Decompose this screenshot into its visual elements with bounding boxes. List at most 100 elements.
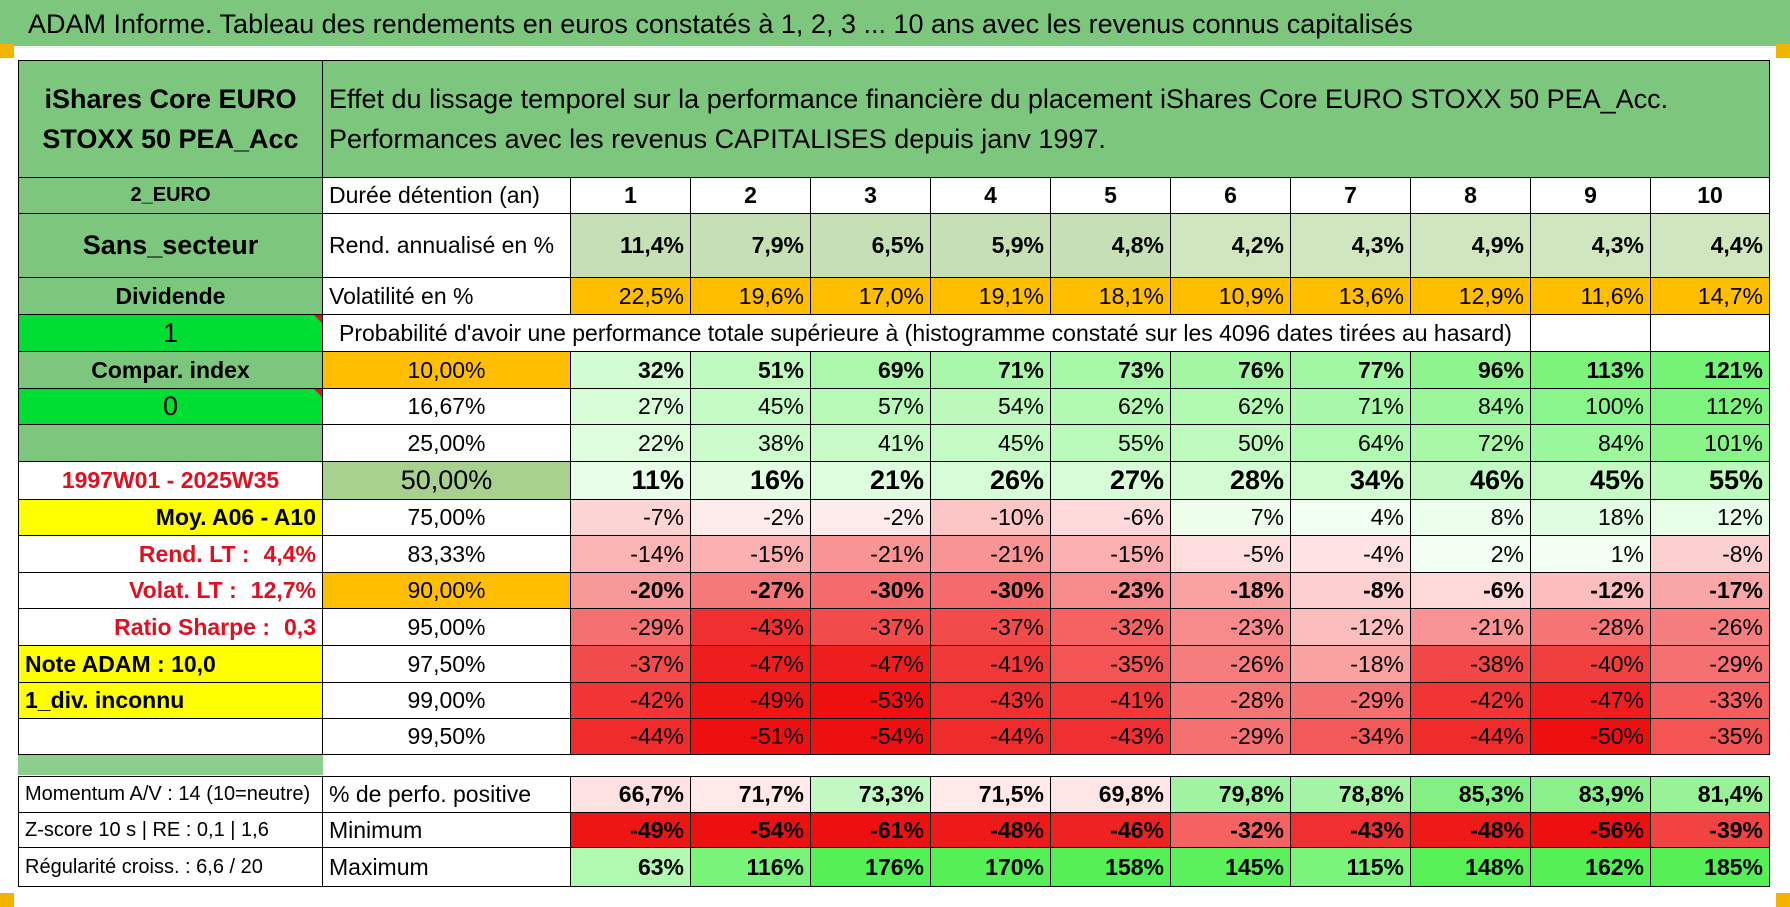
percentile-value: 72%	[1411, 425, 1531, 462]
percentile-value: 84%	[1411, 389, 1531, 425]
percentile-value: -37%	[931, 609, 1051, 646]
percentile-value: -6%	[1411, 573, 1531, 609]
percentile-value: 41%	[811, 425, 931, 462]
year-header: 4	[931, 178, 1051, 214]
pos-value: 69,8%	[1051, 776, 1171, 813]
percentile-value: -26%	[1651, 609, 1770, 646]
pos-value: 71,7%	[691, 776, 811, 813]
percentile-value: 38%	[691, 425, 811, 462]
percentile-value: -20%	[571, 573, 691, 609]
year-header: 3	[811, 178, 931, 214]
rend-value: 4,9%	[1411, 214, 1531, 278]
description-cell: Effet du lissage temporel sur la perform…	[323, 60, 1770, 178]
percentile-value: 101%	[1651, 425, 1770, 462]
min-value: -48%	[931, 813, 1051, 848]
percentile-value: -15%	[691, 536, 811, 573]
percentile-value: -2%	[811, 500, 931, 536]
percentile-value: -7%	[571, 500, 691, 536]
max-value: 158%	[1051, 848, 1171, 887]
percentile-level: 90,00%	[323, 573, 571, 609]
percentile-value: -27%	[691, 573, 811, 609]
year-header: 8	[1411, 178, 1531, 214]
percentile-level: 97,50%	[323, 646, 571, 683]
percentile-value: -32%	[1051, 609, 1171, 646]
percentile-value: -26%	[1171, 646, 1291, 683]
percentile-level: 99,00%	[323, 683, 571, 719]
percentile-value: 96%	[1411, 352, 1531, 389]
max-value: 115%	[1291, 848, 1411, 887]
percentile-value: -5%	[1171, 536, 1291, 573]
percentile-value: -47%	[811, 646, 931, 683]
percentile-value: -35%	[1651, 719, 1770, 755]
rend-lt-value: 4,4%	[263, 540, 316, 567]
pos-value: 66,7%	[571, 776, 691, 813]
percentile-value: 8%	[1411, 500, 1531, 536]
percentile-value: -18%	[1171, 573, 1291, 609]
percentile-value: 55%	[1651, 462, 1770, 500]
rend-lt: Rend. LT : 4,4%	[18, 536, 323, 573]
percentile-value: -42%	[1411, 683, 1531, 719]
min-value: -54%	[691, 813, 811, 848]
percentile-value: -12%	[1531, 573, 1651, 609]
rend-value: 6,5%	[811, 214, 931, 278]
corner-marker	[1776, 893, 1790, 907]
percentile-value: -29%	[1651, 646, 1770, 683]
sharpe-ratio: Ratio Sharpe : 0,3	[18, 609, 323, 646]
volat-value: 12,9%	[1411, 278, 1531, 315]
sharpe-ratio-label: Ratio Sharpe :	[114, 613, 271, 640]
percentile-value: -43%	[931, 683, 1051, 719]
percentile-value: -44%	[571, 719, 691, 755]
volat-lt-value: 12,7%	[250, 577, 316, 603]
max-label: Maximum	[323, 848, 571, 887]
corner-marker	[0, 44, 14, 58]
compar-index-label: Compar. index	[18, 352, 323, 389]
corner-marker	[0, 893, 14, 907]
percentile-value: -49%	[691, 683, 811, 719]
blank-green-cell	[18, 425, 323, 462]
rend-value: 7,9%	[691, 214, 811, 278]
percentile-value: 45%	[691, 389, 811, 425]
percentile-value: -28%	[1531, 609, 1651, 646]
percentile-value: 12%	[1651, 500, 1770, 536]
percentile-value: 45%	[1531, 462, 1651, 500]
percentile-value: -54%	[811, 719, 931, 755]
div-inconnu-label: 1_div. inconnu	[18, 683, 323, 719]
min-label: Minimum	[323, 813, 571, 848]
volat-value: 14,7%	[1651, 278, 1770, 315]
percentile-value: -30%	[931, 573, 1051, 609]
year-header: 1	[571, 178, 691, 214]
sector-label: Sans_secteur	[18, 214, 323, 278]
rend-value: 11,4%	[571, 214, 691, 278]
percentile-value: 71%	[1291, 389, 1411, 425]
probability-label: Probabilité d'avoir une performance tota…	[323, 315, 1531, 352]
percentile-value: -10%	[931, 500, 1051, 536]
percentile-value: 28%	[1171, 462, 1291, 500]
percentile-value: -4%	[1291, 536, 1411, 573]
percentile-value: -29%	[571, 609, 691, 646]
percentile-value: 55%	[1051, 425, 1171, 462]
rend-lt-label: Rend. LT :	[138, 540, 250, 567]
volat-value: 18,1%	[1051, 278, 1171, 315]
percentile-value: -30%	[811, 573, 931, 609]
percentile-value: -12%	[1291, 609, 1411, 646]
year-header: 7	[1291, 178, 1411, 214]
volat-lt-label: Volat. LT :	[129, 577, 237, 603]
percentile-value: 69%	[811, 352, 931, 389]
pos-value: 73,3%	[811, 776, 931, 813]
percentile-value: -33%	[1651, 683, 1770, 719]
percentile-value: -41%	[931, 646, 1051, 683]
percentile-value: 45%	[931, 425, 1051, 462]
percentile-value: -37%	[571, 646, 691, 683]
zscore-label: Z-score 10 s | RE : 0,1 | 1,6	[18, 813, 323, 848]
percentile-value: -44%	[931, 719, 1051, 755]
min-value: -39%	[1651, 813, 1770, 848]
max-value: 185%	[1651, 848, 1770, 887]
duree-label: Durée détention (an)	[323, 178, 571, 214]
year-header: 9	[1531, 178, 1651, 214]
sharpe-ratio-value: 0,3	[284, 613, 316, 640]
percentile-value: 100%	[1531, 389, 1651, 425]
percentile-value: 64%	[1291, 425, 1411, 462]
momentum-label: Momentum A/V : 14 (10=neutre)	[18, 776, 323, 813]
year-header: 5	[1051, 178, 1171, 214]
percentile-value: 7%	[1171, 500, 1291, 536]
